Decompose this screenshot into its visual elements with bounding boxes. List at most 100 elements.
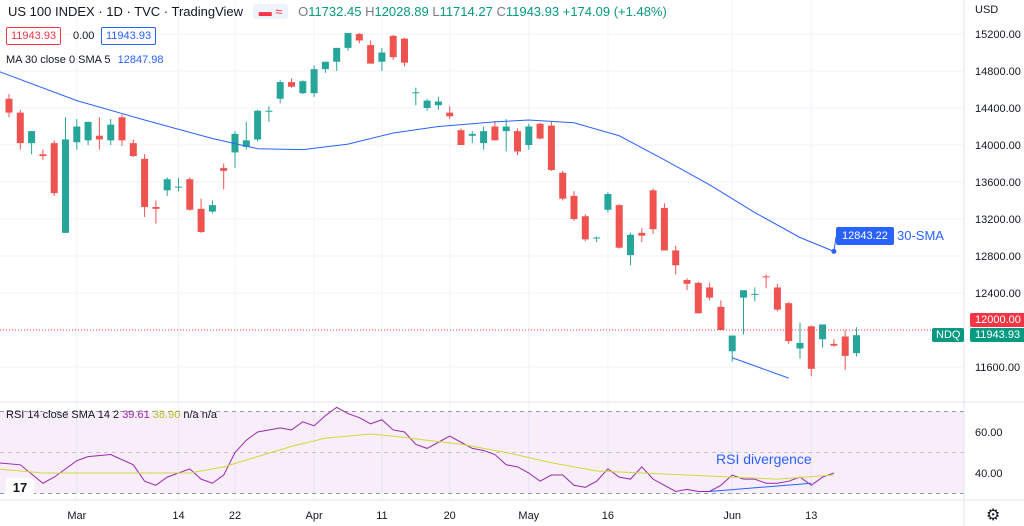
candle-body (5, 98, 13, 113)
candle-body (627, 234, 634, 256)
time-tick-label: 20 (444, 510, 456, 522)
open-label: O (298, 4, 309, 19)
ask-box[interactable]: 11943.93 (101, 27, 157, 45)
candle-body (762, 276, 770, 278)
open-value: 11732.45 (308, 4, 362, 19)
candle-body (604, 194, 612, 210)
ma-label: MA 30 close 0 SMA 5 (6, 54, 111, 66)
ma-legend: MA 30 close 0 SMA 5 12847.98 (6, 54, 164, 66)
level-price-tag: 12000.00 (970, 313, 1024, 327)
candle-body (638, 232, 646, 236)
candle-body (276, 82, 284, 99)
symbol-tag: NDQ (932, 328, 965, 342)
candle-body (95, 135, 103, 140)
candle-body (547, 125, 555, 170)
change-value: +174.09 (+1.48%) (562, 4, 667, 19)
candle-body (310, 69, 318, 94)
high-value: 12028.89 (374, 4, 429, 19)
candle-body (615, 205, 623, 248)
rsi-tick-label: 40.00 (975, 468, 1003, 480)
low-label: L (432, 4, 440, 19)
candle-body (220, 168, 228, 171)
header-row: US 100 INDEX · 1D · TVC · TradingView ▬ … (8, 4, 667, 19)
sma-annotation: 30-SMA (897, 228, 944, 243)
gear-icon[interactable]: ⚙ (986, 507, 1001, 524)
candle-body (570, 195, 578, 219)
settings-icon[interactable]: ▬ ≈ (252, 4, 289, 19)
price-tick-label: 13600.00 (975, 177, 1021, 189)
candle-body (423, 100, 431, 108)
candle-body (118, 117, 126, 141)
indicator-lines (0, 71, 964, 492)
price-tick-label: 11600.00 (975, 362, 1020, 374)
price-tick-label: 14400.00 (975, 103, 1021, 115)
candle-body (434, 101, 442, 106)
candle-body (242, 140, 250, 147)
rsi-sma-line (0, 433, 834, 480)
candle-body (480, 131, 488, 144)
candle-body (152, 206, 160, 209)
rsi-label: RSI 14 close SMA 14 2 (6, 409, 120, 421)
candle-body (672, 250, 680, 266)
time-tick-label: 16 (602, 510, 614, 522)
high-label: H (365, 4, 375, 19)
price-tick-label: 13200.00 (975, 214, 1021, 226)
candle-body (796, 342, 804, 349)
candle-body (683, 280, 691, 284)
time-tick-label: Apr (306, 510, 323, 522)
candle-body (773, 287, 781, 310)
time-tick-label: 11 (376, 510, 387, 522)
candle-body (468, 133, 476, 136)
price-tick-label: 14800.00 (975, 66, 1021, 78)
last-price-tag: 11943.93 (970, 328, 1024, 342)
candle-body (807, 326, 815, 369)
candle-body (717, 306, 725, 330)
candle-body (321, 61, 329, 70)
candle-body (175, 186, 182, 188)
candle-body (389, 35, 397, 58)
candle-body (525, 126, 533, 145)
rsi-legend: RSI 14 close SMA 14 2 39.61 38.90 n/a n/… (6, 409, 217, 421)
candle-body (660, 207, 668, 251)
candle-body (333, 47, 341, 62)
close-value: 11943.93 (505, 4, 560, 19)
spread-value: 0.00 (73, 30, 95, 42)
candle-body (728, 335, 736, 352)
candle-body (706, 287, 714, 298)
bid-box[interactable]: 11943.93 (6, 27, 62, 45)
candle-body (446, 112, 454, 117)
candle-body (186, 179, 194, 210)
candle-body (39, 154, 47, 157)
candle-body (559, 172, 567, 199)
price-divergence-line (732, 357, 789, 379)
sma-value-tag: 12843.22 (836, 227, 894, 245)
candle-body (536, 123, 544, 139)
sma-annotation-leader (833, 236, 837, 252)
candle-body (593, 237, 601, 239)
rsi-value: 39.61 (122, 409, 150, 421)
price-tick-label: 12800.00 (975, 251, 1021, 263)
candle-body (73, 126, 81, 143)
candle-body (84, 121, 92, 141)
candle-body (491, 126, 499, 141)
candle-body (457, 130, 465, 145)
price-tick-label: 15200.00 (975, 29, 1021, 41)
candle-body (62, 139, 69, 233)
candle-body (355, 34, 363, 41)
candle-body (819, 324, 827, 340)
price-tick-label: 14000.00 (975, 140, 1021, 152)
candle-body (28, 131, 36, 144)
sma30-line (0, 71, 835, 252)
time-tick-label: 14 (172, 510, 184, 522)
rsi-tick-label: 60.00 (975, 427, 1003, 439)
candle-body (344, 33, 352, 48)
grid (0, 0, 964, 500)
candle-body (50, 143, 58, 194)
low-value: 11714.27 (439, 4, 493, 19)
time-tick-label: 22 (229, 510, 241, 522)
symbol-title: US 100 INDEX · 1D · TVC · TradingView (8, 4, 244, 19)
candle-body (412, 92, 420, 94)
rsi-divergence-annotation: RSI divergence (716, 451, 812, 467)
